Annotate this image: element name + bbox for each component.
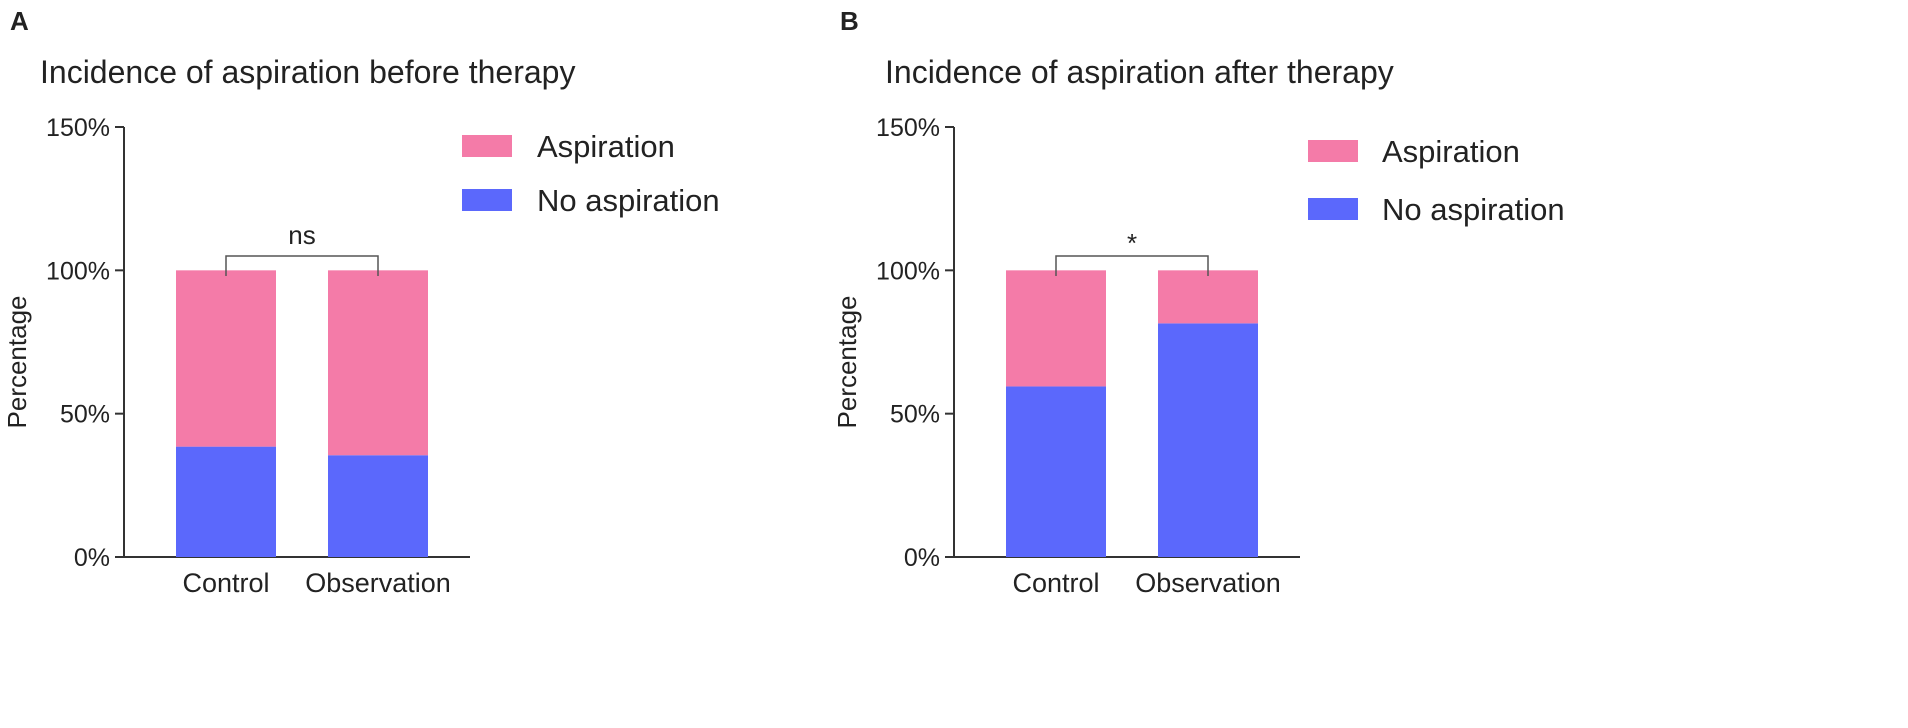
legend-label-aspiration: Aspiration <box>1382 134 1520 169</box>
legend-swatch-no-aspiration <box>1308 198 1358 220</box>
legend-swatch-no-aspiration <box>462 189 512 211</box>
x-tick-label: Control <box>1012 568 1099 598</box>
legend-label-aspiration: Aspiration <box>537 129 675 164</box>
y-axis-title: Percentage <box>832 296 862 429</box>
significance-label: ns <box>288 220 315 250</box>
legend-swatch-aspiration <box>1308 140 1358 162</box>
chart-title: Incidence of aspiration before therapy <box>40 54 575 90</box>
y-tick-label: 150% <box>876 114 940 142</box>
panel-label: A <box>10 6 29 36</box>
y-tick-label: 100% <box>876 257 940 285</box>
y-axis-title: Percentage <box>2 296 32 429</box>
legend-label-no-aspiration: No aspiration <box>1382 192 1565 227</box>
significance-bracket <box>225 255 379 276</box>
bar-no-aspiration-observation <box>328 455 428 557</box>
bar-aspiration-control <box>176 270 276 447</box>
significance-label: * <box>1127 228 1137 258</box>
bar-no-aspiration-control <box>176 446 276 557</box>
chart-title: Incidence of aspiration after therapy <box>885 54 1394 90</box>
legend-label-no-aspiration: No aspiration <box>537 183 720 218</box>
significance-bracket <box>1055 255 1209 276</box>
y-tick-label: 100% <box>46 257 110 285</box>
y-tick-label: 0% <box>74 544 110 572</box>
panel-label: B <box>840 6 859 36</box>
x-tick-label: Observation <box>305 568 451 598</box>
bar-aspiration-observation <box>1158 270 1258 324</box>
x-tick-label: Observation <box>1135 568 1281 598</box>
y-tick-label: 0% <box>904 544 940 572</box>
x-tick-label: Control <box>182 568 269 598</box>
chart-panel-a: A Incidence of aspiration before therapy 0… <box>2 6 720 598</box>
y-tick-label: 50% <box>60 401 110 429</box>
bar-aspiration-control <box>1006 270 1106 387</box>
y-tick-label: 50% <box>890 401 940 429</box>
bar-no-aspiration-observation <box>1158 323 1258 557</box>
bar-no-aspiration-control <box>1006 386 1106 557</box>
bar-aspiration-observation <box>328 270 428 456</box>
legend-swatch-aspiration <box>462 135 512 157</box>
chart-panel-b: B Incidence of aspiration after therapy 0%… <box>832 6 1565 598</box>
y-tick-label: 150% <box>46 114 110 142</box>
